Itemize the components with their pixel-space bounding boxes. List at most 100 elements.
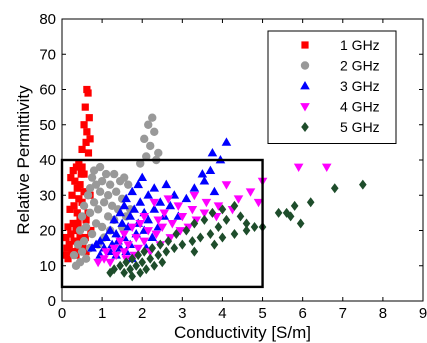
legend: 1 GHz 2 GHz 3 GHz 4 GHz 5 GHz <box>267 30 397 144</box>
x-tick-label: 9 <box>419 305 427 322</box>
legend-label: 2 GHz <box>340 58 380 74</box>
data-point <box>143 190 154 199</box>
data-point <box>146 141 155 151</box>
data-point <box>140 134 149 144</box>
data-point <box>89 166 99 175</box>
data-point <box>158 257 167 268</box>
data-point <box>205 165 216 174</box>
data-point <box>123 180 133 189</box>
data-point <box>133 179 144 189</box>
x-tick-label: 7 <box>339 305 347 322</box>
data-point <box>182 225 191 236</box>
data-point <box>157 223 168 232</box>
data-point <box>127 223 137 232</box>
data-point <box>69 166 77 175</box>
data-point <box>131 234 142 243</box>
data-point <box>87 229 97 239</box>
series-5-ghz <box>106 179 367 282</box>
data-point <box>84 149 93 157</box>
data-point <box>109 169 119 179</box>
data-point <box>151 230 162 240</box>
data-point <box>150 127 159 136</box>
data-point <box>71 261 81 270</box>
data-point <box>115 176 125 186</box>
data-point <box>126 264 134 275</box>
data-point <box>111 251 121 261</box>
data-point <box>111 187 121 196</box>
data-point <box>127 186 137 196</box>
data-point <box>64 255 72 263</box>
data-point <box>139 213 150 222</box>
data-point <box>85 114 93 122</box>
data-point <box>70 202 78 210</box>
data-point <box>189 191 200 201</box>
data-point <box>148 113 157 122</box>
data-point <box>76 233 84 242</box>
legend-entry: 1 GHz <box>301 37 380 53</box>
data-point <box>91 239 101 248</box>
y-tick-label: 70 <box>39 46 56 63</box>
data-point <box>64 223 72 231</box>
data-point <box>101 248 111 257</box>
data-point <box>230 229 239 240</box>
data-point <box>83 191 93 200</box>
data-points <box>61 85 367 282</box>
data-point <box>138 257 147 268</box>
y-tick-label: 30 <box>39 187 56 204</box>
data-point <box>111 229 121 238</box>
data-point <box>146 253 155 264</box>
data-point <box>164 236 173 247</box>
data-point <box>207 147 218 157</box>
data-point <box>119 248 129 257</box>
data-point <box>136 267 145 278</box>
data-point <box>274 207 283 218</box>
x-tick-label: 6 <box>298 305 306 322</box>
data-point <box>173 202 184 211</box>
y-tick-label: 80 <box>39 11 56 28</box>
data-point <box>181 193 192 203</box>
legend-entry: 3 GHz <box>300 78 380 94</box>
y-tick-label: 50 <box>39 117 56 134</box>
data-point <box>201 198 212 208</box>
legend-entry: 5 GHz <box>301 119 380 135</box>
data-point <box>84 89 92 97</box>
x-tick-label: 1 <box>98 305 106 322</box>
data-point <box>218 232 227 243</box>
legend-entry: 2 GHz <box>300 58 380 74</box>
data-point <box>99 198 109 207</box>
data-point <box>144 120 153 129</box>
data-point <box>87 243 97 252</box>
legend-label: 1 GHz <box>340 37 380 53</box>
data-point <box>178 239 187 250</box>
data-point <box>143 227 154 236</box>
data-point <box>105 258 115 268</box>
data-point <box>188 236 197 247</box>
data-point <box>221 137 232 146</box>
y-tick-label: 0 <box>48 293 56 310</box>
legend-label: 3 GHz <box>340 78 380 94</box>
legend-box <box>267 30 397 144</box>
data-point <box>66 205 74 213</box>
data-point <box>80 170 88 178</box>
x-tick-label: 2 <box>138 305 146 322</box>
data-point <box>242 218 251 229</box>
data-point <box>149 204 160 213</box>
data-point <box>77 212 87 221</box>
data-point <box>214 221 223 232</box>
data-point <box>286 211 295 222</box>
data-point <box>121 193 131 203</box>
data-point <box>128 271 136 282</box>
data-point <box>253 198 264 208</box>
data-point <box>306 197 315 208</box>
data-point <box>218 204 227 215</box>
data-point <box>80 121 88 129</box>
data-point <box>200 214 209 225</box>
data-point <box>139 237 150 247</box>
x-tick-label: 4 <box>218 305 226 322</box>
data-point <box>221 181 232 190</box>
y-tick-label: 10 <box>39 258 56 275</box>
data-point <box>359 179 367 190</box>
data-point <box>109 214 119 224</box>
data-point <box>97 222 107 232</box>
legend-label: 4 GHz <box>340 99 380 115</box>
